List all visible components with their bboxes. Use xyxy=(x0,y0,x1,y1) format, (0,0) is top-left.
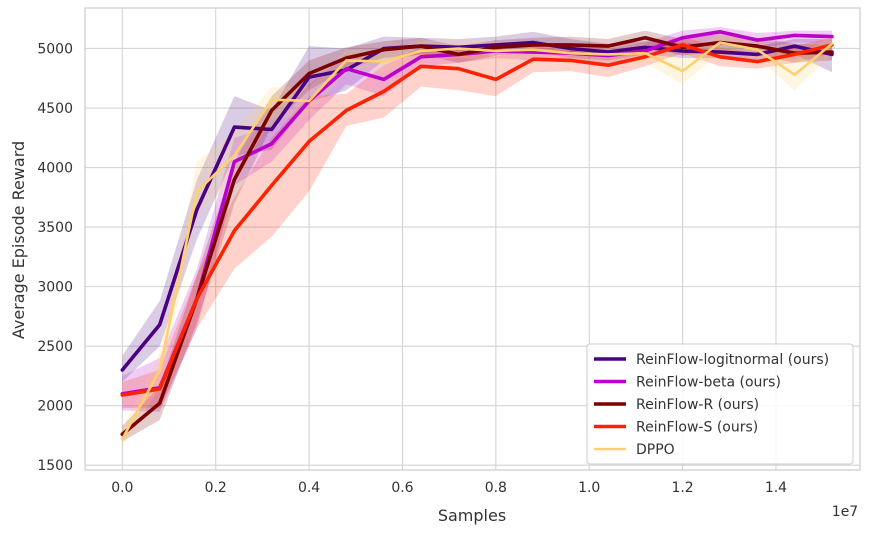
x-tick-label: 0.0 xyxy=(111,480,133,496)
tick-labels: 0.0 0.2 0.4 0.6 0.8 1.0 1.2 1.4 1500 2000 2500 3000… xyxy=(37,41,787,496)
y-tick-label: 4000 xyxy=(37,161,73,177)
x-tick-label: 0.2 xyxy=(205,480,227,496)
series-lines xyxy=(120,29,834,441)
series-line-reinflow-logitnormal-ours xyxy=(120,40,834,372)
x-axis-label: Samples xyxy=(438,506,506,525)
band-reinflow-beta-ours xyxy=(122,27,833,412)
x-tick-label: 1.4 xyxy=(765,480,787,496)
y-tick-label: 4500 xyxy=(37,101,73,117)
y-tick-label: 3000 xyxy=(37,280,73,296)
x-tick-label: 0.6 xyxy=(391,480,413,496)
series-line-dppo xyxy=(121,41,834,441)
x-tick-label: 0.8 xyxy=(485,480,507,496)
x-tick-label: 0.4 xyxy=(298,480,320,496)
legend-label: ReinFlow-beta (ours) xyxy=(636,375,781,391)
legend-label: ReinFlow-S (ours) xyxy=(636,420,758,436)
y-tick-label: 5000 xyxy=(37,41,73,57)
x-tick-label: 1.0 xyxy=(578,480,600,496)
y-axis-label: Average Episode Reward xyxy=(9,141,28,339)
y-tick-label: 2000 xyxy=(37,399,73,415)
plot-area-frame xyxy=(84,7,861,471)
y-tick-label: 3500 xyxy=(37,220,73,236)
confidence-bands xyxy=(122,27,833,448)
legend-label: DPPO xyxy=(636,442,675,458)
legend: ReinFlow-logitnormal (ours) ReinFlow-beta… xyxy=(586,343,854,465)
series-line-reinflow-s-ours xyxy=(120,43,834,397)
legend-label: ReinFlow-R (ours) xyxy=(636,397,759,413)
legend-frame xyxy=(586,343,854,465)
y-tick-label: 2500 xyxy=(37,339,73,355)
band-reinflow-s-ours xyxy=(122,36,833,409)
y-tick-label: 1500 xyxy=(37,458,73,474)
x-tick-label: 1.2 xyxy=(671,480,693,496)
x-axis-offset-label: 1e7 xyxy=(832,504,858,520)
legend-label: ReinFlow-logitnormal (ours) xyxy=(636,352,829,368)
